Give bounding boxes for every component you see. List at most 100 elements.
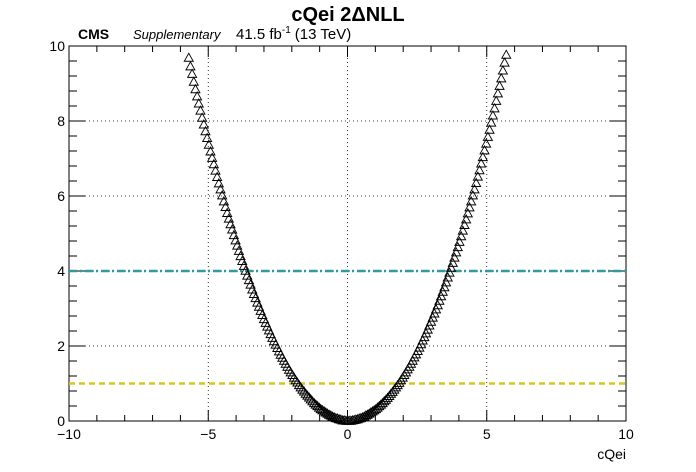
data-point: [210, 165, 221, 175]
data-point: [305, 393, 317, 404]
data-point: [432, 299, 444, 310]
data-point: [462, 207, 474, 218]
data-point: [454, 236, 465, 246]
data-point: [205, 146, 216, 156]
data-point: [470, 177, 482, 187]
chart-title: cQei 2ΔNLL: [291, 4, 404, 26]
data-point: [437, 286, 449, 296]
data-point: [440, 276, 452, 287]
data-point: [484, 124, 495, 134]
data-point: [183, 52, 195, 62]
data-point: [475, 158, 487, 168]
data-point: [449, 252, 460, 262]
data-point: [185, 60, 196, 71]
data-point: [464, 201, 475, 212]
data-point: [499, 57, 510, 67]
data-point: [213, 177, 225, 188]
data-point: [447, 257, 459, 267]
x-tick-label: −10: [57, 426, 81, 442]
data-point: [335, 414, 347, 424]
data-point: [487, 110, 499, 120]
data-point: [283, 364, 295, 374]
data-point: [216, 189, 228, 200]
data-point: [203, 139, 215, 149]
energy-label: (13 TeV): [295, 26, 351, 43]
data-point: [460, 213, 472, 224]
y-tick-label: 8: [57, 113, 65, 129]
data-points: [183, 49, 512, 425]
luminosity-label: 41.5 fb-1 (13 TeV): [236, 25, 351, 43]
y-tick-label: 10: [49, 38, 65, 54]
data-point: [444, 267, 455, 277]
data-point: [439, 281, 450, 292]
data-point: [362, 409, 373, 419]
data-point: [452, 241, 464, 252]
data-point: [300, 388, 311, 398]
data-point: [328, 411, 340, 422]
data-point: [191, 90, 203, 101]
y-tick-label: 0: [57, 413, 65, 429]
data-point: [365, 407, 377, 417]
data-point: [190, 83, 201, 94]
data-point: [186, 68, 198, 78]
reference-lines: [69, 269, 626, 385]
data-point: [482, 131, 494, 141]
data-point: [492, 87, 504, 98]
data-point: [363, 408, 375, 418]
data-point: [467, 189, 479, 200]
x-axis-label: cQei: [597, 446, 626, 462]
data-point: [474, 164, 485, 175]
data-point: [435, 290, 447, 301]
data-point: [221, 207, 233, 217]
grid: [69, 46, 626, 421]
data-point: [206, 152, 218, 162]
data-point: [211, 171, 223, 181]
y-tick-label: 6: [57, 188, 65, 204]
axis-ticks: [68, 45, 627, 422]
data-point: [377, 397, 388, 408]
data-point: [472, 171, 484, 181]
data-point: [195, 105, 206, 115]
data-point: [352, 413, 363, 424]
data-point: [307, 395, 318, 406]
data-point: [226, 224, 238, 234]
data-point: [485, 117, 497, 127]
data-point: [494, 80, 505, 90]
data-point: [228, 229, 240, 240]
data-point: [200, 125, 211, 136]
axis-tick-labels: −10 −5 0 5 10 0 2 4 6 8 10: [49, 38, 634, 442]
data-point: [198, 119, 210, 129]
data-point: [495, 72, 507, 83]
data-point: [372, 402, 383, 412]
data-point: [308, 397, 320, 408]
data-point: [218, 195, 230, 206]
data-point: [477, 151, 489, 162]
data-point: [455, 230, 467, 241]
data-point: [465, 195, 477, 206]
data-point: [223, 213, 235, 223]
data-point: [201, 132, 213, 142]
data-point: [231, 240, 243, 250]
data-point: [434, 295, 445, 305]
data-point: [375, 399, 387, 409]
y-tick-label: 4: [57, 263, 65, 279]
data-point: [188, 76, 200, 86]
data-point: [297, 384, 308, 394]
data-point: [196, 112, 208, 122]
data-point: [479, 144, 490, 155]
data-point: [208, 158, 220, 169]
data-point: [310, 399, 322, 409]
data-point: [215, 183, 226, 194]
data-point: [500, 49, 512, 59]
data-point: [233, 245, 245, 255]
luminosity-exponent: -1: [282, 25, 291, 36]
data-point: [193, 98, 205, 108]
data-point: [489, 102, 500, 113]
data-point: [303, 392, 315, 402]
data-point: [378, 395, 390, 406]
luminosity-value: 41.5 fb: [236, 26, 282, 43]
data-point: [220, 201, 231, 211]
y-tick-label: 2: [57, 338, 65, 354]
data-point: [459, 219, 470, 229]
